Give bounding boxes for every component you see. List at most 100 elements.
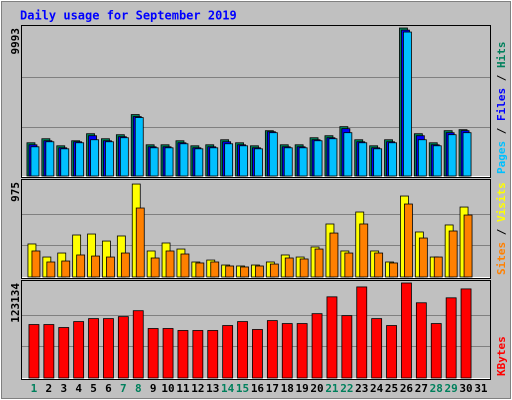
bar	[255, 265, 264, 278]
legend-entry: Files	[495, 88, 508, 121]
x-tick-label: 18	[281, 382, 294, 395]
bar	[240, 266, 249, 278]
bar	[371, 318, 383, 379]
bar	[149, 147, 159, 177]
bar	[222, 325, 234, 379]
legend: Pages / Files / Hits	[495, 42, 508, 175]
bar	[150, 257, 160, 278]
bar	[134, 117, 144, 177]
bar	[430, 323, 442, 379]
x-tick-label: 25	[385, 382, 398, 395]
bar	[132, 310, 144, 379]
y-tick-label: 9993	[9, 28, 22, 55]
x-tick-label: 19	[296, 382, 309, 395]
bar	[403, 31, 412, 177]
bar	[281, 323, 293, 379]
bar	[433, 256, 443, 278]
bar	[237, 321, 248, 379]
bar	[311, 313, 323, 379]
bar	[75, 142, 85, 177]
bar	[162, 328, 174, 379]
legend-entry: KBytes	[495, 336, 508, 376]
bar	[207, 330, 219, 379]
bar	[268, 132, 278, 177]
bar	[135, 207, 145, 278]
y-tick-label: 123134	[9, 283, 22, 323]
bar	[210, 261, 220, 278]
bar	[418, 237, 428, 278]
legend-entry: Sites	[495, 242, 508, 275]
legend-separator	[495, 121, 508, 128]
x-tick-label: 29	[445, 382, 458, 395]
bar	[46, 261, 56, 278]
bar	[341, 315, 353, 379]
bar	[415, 302, 427, 379]
x-tick-label: 6	[105, 382, 112, 395]
legend-entry: Pages	[495, 141, 508, 174]
x-tick-label: 13	[206, 382, 219, 395]
bar	[73, 321, 85, 379]
bar	[343, 132, 353, 177]
bar	[194, 148, 204, 177]
bar	[224, 143, 234, 177]
bar	[447, 134, 457, 177]
bar	[252, 329, 263, 379]
bar	[239, 145, 248, 177]
bar	[389, 262, 398, 278]
bar	[88, 318, 99, 379]
x-tick-label: 1	[31, 382, 38, 395]
x-tick-label: 7	[120, 382, 127, 395]
bar	[432, 145, 442, 177]
bar	[388, 142, 397, 177]
bar	[103, 318, 114, 379]
chart-title: Daily usage for September 2019	[20, 9, 237, 23]
bar	[386, 325, 397, 379]
bar	[404, 203, 413, 278]
x-tick-label: 5	[90, 382, 97, 395]
bar	[344, 252, 354, 278]
bar	[91, 255, 100, 278]
x-tick-label: 24	[370, 382, 384, 395]
legend: KBytes	[495, 336, 508, 376]
bar	[76, 254, 86, 278]
x-tick-label: 23	[355, 382, 368, 395]
bar	[30, 146, 40, 177]
bar	[164, 147, 174, 177]
bar	[373, 148, 383, 177]
bar	[313, 140, 323, 177]
x-tick-label: 28	[430, 382, 443, 395]
legend-separator	[495, 235, 508, 242]
x-tick-label: 22	[340, 382, 353, 395]
bar	[177, 330, 189, 379]
legend-separator	[495, 81, 508, 88]
bar	[165, 250, 175, 278]
bar	[147, 328, 159, 379]
bar	[462, 132, 472, 177]
bar	[58, 327, 70, 379]
x-tick-label: 2	[46, 382, 53, 395]
bar	[119, 137, 129, 177]
bar	[225, 265, 235, 278]
bar	[283, 147, 293, 177]
bar	[314, 248, 324, 278]
x-tick-label: 9	[150, 382, 157, 395]
x-tick-label: 4	[75, 382, 82, 395]
bar	[192, 330, 204, 379]
bar	[31, 250, 41, 278]
x-tick-label: 14	[221, 382, 235, 395]
bar	[269, 263, 279, 278]
x-tick-label: 16	[251, 382, 265, 395]
bar	[326, 296, 338, 379]
legend-separator	[495, 68, 508, 75]
legend-separator	[495, 134, 508, 141]
x-tick-label: 31	[474, 382, 488, 395]
legend-separator	[495, 222, 508, 229]
bar	[60, 148, 70, 177]
x-tick-label: 3	[60, 382, 67, 395]
bar	[106, 256, 115, 278]
x-tick-label: 8	[135, 382, 142, 395]
bar	[463, 214, 473, 278]
bar	[401, 282, 412, 379]
